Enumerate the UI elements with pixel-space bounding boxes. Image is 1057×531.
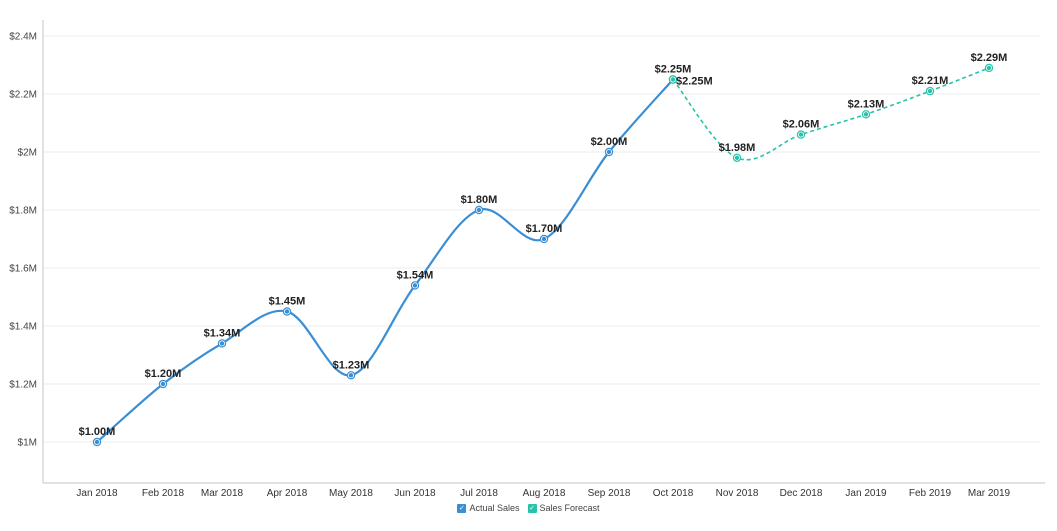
y-tick-label: $1.2M <box>9 380 37 391</box>
legend: ✓ Actual Sales ✓ Sales Forecast <box>0 503 1057 513</box>
data-point-dot <box>927 88 933 94</box>
data-label: $2.25M <box>655 64 692 76</box>
series-lines <box>92 63 994 447</box>
data-point-dot <box>863 112 869 117</box>
data-point-dot <box>670 77 676 82</box>
data-point-dot <box>412 283 418 288</box>
legend-item-actual-sales[interactable]: ✓ Actual Sales <box>457 503 520 513</box>
data-point-dot <box>734 155 740 160</box>
data-label: $1.70M <box>526 223 563 235</box>
data-label: $2.25M <box>676 76 713 88</box>
data-point-dot <box>348 373 354 378</box>
x-tick-label: Jul 2018 <box>460 488 498 499</box>
x-tick-label: Jun 2018 <box>394 488 436 499</box>
x-tick-label: May 2018 <box>329 488 373 499</box>
legend-label: Sales Forecast <box>539 503 600 513</box>
gridlines <box>43 35 1040 443</box>
data-label: $2.13M <box>848 98 885 110</box>
y-tick-label: $2.2M <box>9 90 37 101</box>
y-tick-label: $2M <box>18 148 37 159</box>
data-point-dot <box>986 65 992 71</box>
checkbox-icon[interactable]: ✓ <box>527 503 537 513</box>
data-point-dot <box>284 309 290 314</box>
checkbox-icon[interactable]: ✓ <box>457 503 467 513</box>
y-tick-label: $1M <box>18 438 37 449</box>
y-tick-label: $2.4M <box>9 32 37 43</box>
data-label: $1.54M <box>397 269 434 281</box>
data-point-dot <box>94 439 100 445</box>
x-tick-label: Apr 2018 <box>267 488 308 499</box>
x-tick-label: Jan 2018 <box>76 488 118 499</box>
y-axis: $1M $1.2M $1.4M $1.6M $1.8M $2M $2.2M $2.4M <box>9 20 44 483</box>
legend-item-sales-forecast[interactable]: ✓ Sales Forecast <box>527 503 600 513</box>
data-point-dot <box>476 207 482 213</box>
y-tick-label: $1.8M <box>9 206 37 217</box>
x-tick-label: Jan 2019 <box>845 488 887 499</box>
y-tick-label: $1.6M <box>9 264 37 275</box>
x-tick-label: Feb 2018 <box>142 488 185 499</box>
data-label: $1.34M <box>204 327 241 339</box>
x-tick-label: Mar 2018 <box>201 488 244 499</box>
data-point-dot <box>541 236 547 242</box>
data-point-dot <box>219 341 225 346</box>
data-label: $2.29M <box>971 52 1008 64</box>
legend-label: Actual Sales <box>469 503 520 513</box>
x-tick-label: Dec 2018 <box>780 488 823 499</box>
data-label: $2.00M <box>591 136 628 148</box>
y-tick-label: $1.4M <box>9 322 37 333</box>
data-point-dot <box>160 381 166 387</box>
x-tick-label: Oct 2018 <box>653 488 694 499</box>
data-label: $1.20M <box>145 368 182 380</box>
x-tick-label: Nov 2018 <box>716 488 759 499</box>
x-tick-label: Aug 2018 <box>523 488 566 499</box>
data-label: $1.80M <box>461 194 498 206</box>
x-tick-label: Mar 2019 <box>968 488 1011 499</box>
data-label: $2.06M <box>783 119 820 131</box>
data-label: $1.00M <box>79 426 116 438</box>
data-point-dot <box>606 149 612 155</box>
data-label: $2.21M <box>912 75 949 87</box>
data-labels: $1.00M $1.20M $1.34M $1.45M $1.23M $1.54M $1.8… <box>79 52 1008 438</box>
data-point-dot <box>798 132 804 137</box>
data-label: $1.98M <box>719 142 756 154</box>
data-label: $1.23M <box>333 359 370 371</box>
x-tick-label: Sep 2018 <box>588 488 631 499</box>
x-axis: Jan 2018 Feb 2018 Mar 2018 Apr 2018 May 2018… <box>43 482 1045 499</box>
data-label: $1.45M <box>269 296 306 308</box>
actual-sales-line <box>96 78 674 443</box>
x-tick-label: Feb 2019 <box>909 488 952 499</box>
